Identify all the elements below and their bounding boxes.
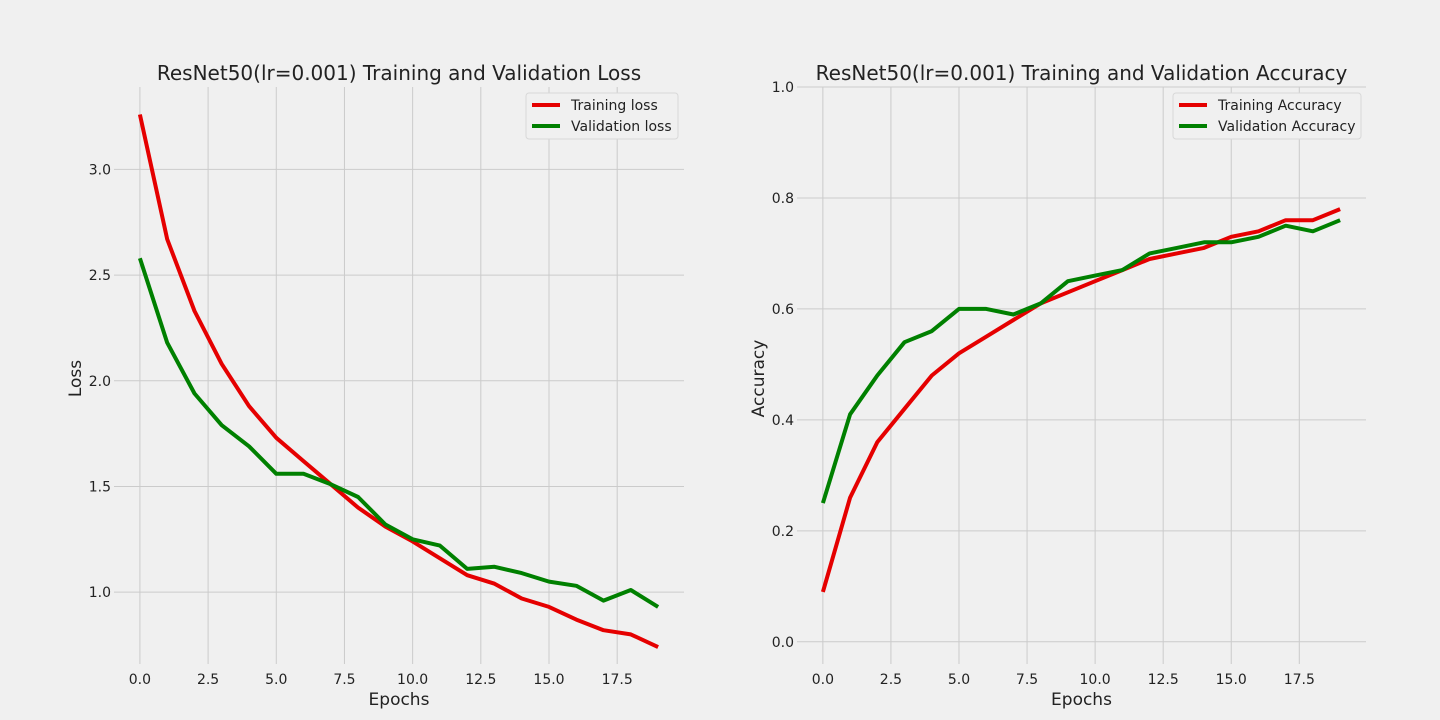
x-tick-label: 15.0 xyxy=(533,672,564,688)
legend-entry: Validation loss xyxy=(571,119,672,135)
x-axis-label: Epochs xyxy=(369,690,430,710)
chart-title: ResNet50(lr=0.001) Training and Validati… xyxy=(157,61,641,85)
x-tick-label: 7.5 xyxy=(333,672,355,688)
x-tick-label: 15.0 xyxy=(1216,672,1247,688)
legend-entry: Validation Accuracy xyxy=(1218,119,1356,135)
legend-entry: Training Accuracy xyxy=(1217,98,1342,114)
x-axis-label: Epochs xyxy=(1051,690,1112,710)
series-line-training-accuracy xyxy=(820,207,1341,593)
y-tick-label: 0.6 xyxy=(772,302,794,318)
y-tick-label: 0.4 xyxy=(772,413,794,429)
y-tick-label: 0.2 xyxy=(772,524,794,540)
y-tick-label: 0.8 xyxy=(772,191,794,207)
y-tick-label: 3.0 xyxy=(89,162,111,178)
x-tick-label: 0.0 xyxy=(812,672,834,688)
y-axis-label: Loss xyxy=(66,360,86,397)
y-tick-label: 1.5 xyxy=(89,479,111,495)
y-tick-label: 1.0 xyxy=(89,585,111,601)
x-tick-label: 12.5 xyxy=(465,672,496,688)
chart-accuracy: 0.0 2.5 5.0 7.5 10.0 12.5 15.0 17.5 0.0 0.2 0.4 0.6… xyxy=(749,61,1366,710)
y-tick-label: 2.0 xyxy=(89,374,111,390)
x-tick-label: 2.5 xyxy=(197,672,219,688)
legend: Training Accuracy Validation Accuracy xyxy=(1172,92,1362,140)
x-tick-label: 12.5 xyxy=(1148,672,1179,688)
x-tick-label: 17.5 xyxy=(1284,672,1315,688)
x-tick-label: 2.5 xyxy=(880,672,902,688)
y-tick-label: 0.0 xyxy=(772,635,794,651)
legend-entry: Training loss xyxy=(570,98,658,114)
series-line-validation-accuracy xyxy=(820,218,1341,504)
x-tick-label: 7.5 xyxy=(1016,672,1038,688)
y-tick-label: 2.5 xyxy=(89,268,111,284)
x-tick-label: 5.0 xyxy=(265,672,287,688)
y-axis-label: Accuracy xyxy=(749,340,769,418)
y-tick-label: 1.0 xyxy=(772,80,794,96)
legend-box xyxy=(1172,92,1362,140)
x-tick-label: 17.5 xyxy=(602,672,633,688)
x-tick-label: 10.0 xyxy=(1080,672,1111,688)
x-tick-label: 0.0 xyxy=(129,672,151,688)
chart-loss: 0.0 2.5 5.0 7.5 10.0 12.5 15.0 17.5 1.0 1.5 2.0 2.5… xyxy=(66,61,684,710)
legend: Training loss Validation loss xyxy=(525,92,679,140)
x-tick-label: 10.0 xyxy=(397,672,428,688)
series-line-validation-loss xyxy=(137,257,660,609)
x-tick-label: 5.0 xyxy=(948,672,970,688)
legend-box xyxy=(525,92,679,140)
chart-title: ResNet50(lr=0.001) Training and Validati… xyxy=(816,61,1348,85)
